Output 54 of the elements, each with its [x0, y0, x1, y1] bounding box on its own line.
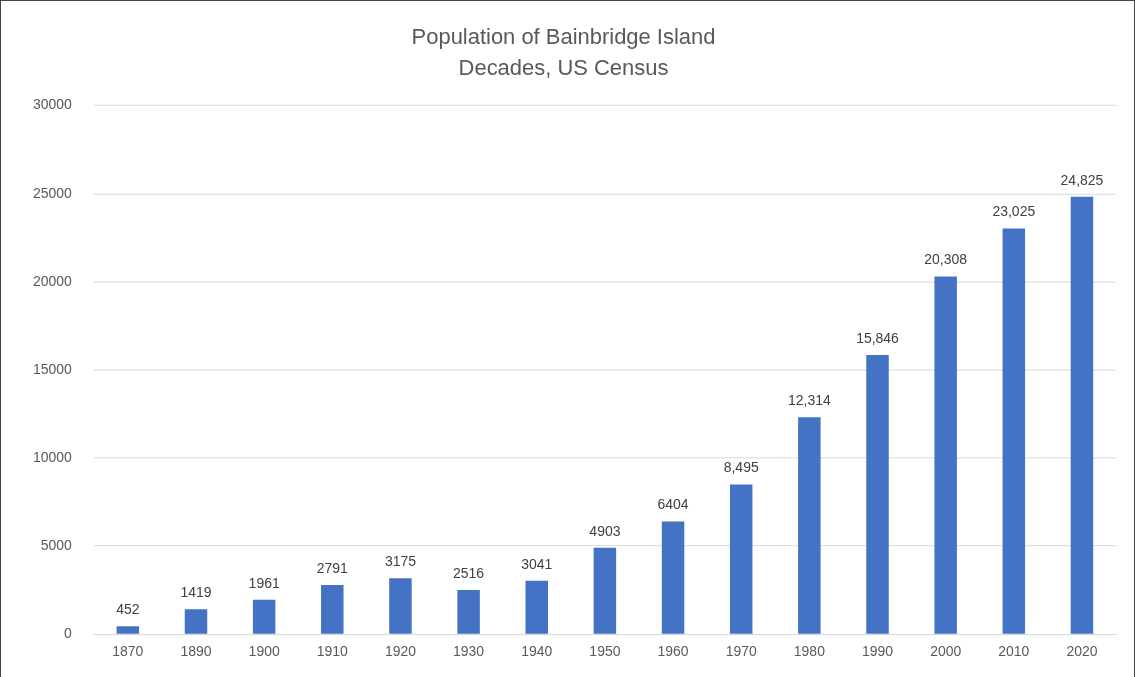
- bar: [252, 599, 276, 634]
- bar: [1002, 228, 1026, 634]
- bar: [729, 484, 753, 634]
- bar: [457, 589, 480, 634]
- data-label: 3041: [521, 555, 553, 572]
- bar: [593, 547, 617, 634]
- x-tick-label: 1900: [248, 643, 280, 660]
- x-tick-label: 1990: [861, 643, 894, 660]
- x-tick-label: 1980: [793, 643, 826, 660]
- bar: [661, 521, 685, 634]
- bar: [934, 276, 957, 634]
- x-tick-label: 1920: [384, 643, 417, 660]
- chart-subtitle: Decades, US Census: [458, 54, 669, 80]
- data-label: 23,025: [992, 203, 1036, 220]
- x-tick-label: 1870: [112, 643, 144, 660]
- x-tick-label: 1940: [521, 643, 553, 660]
- bar: [866, 355, 889, 634]
- x-tick-label: 1910: [316, 643, 349, 660]
- x-tick-label: 1890: [180, 643, 212, 660]
- x-tick-label: 1930: [453, 643, 485, 660]
- x-tick-label: 1970: [725, 643, 757, 660]
- bar: [798, 417, 821, 634]
- bar: [525, 580, 548, 634]
- y-tick-label: 30000: [32, 96, 73, 113]
- data-label: 452: [116, 601, 140, 618]
- y-tick-label: 15000: [32, 360, 73, 377]
- y-tick-label: 5000: [40, 537, 73, 554]
- data-label: 6404: [657, 496, 689, 513]
- chart-title: Population of Bainbridge Island: [411, 24, 716, 50]
- data-label: 4903: [589, 522, 621, 539]
- bar: [116, 626, 140, 634]
- bar: [321, 585, 344, 634]
- bar: [184, 609, 208, 634]
- data-label: 24,825: [1060, 171, 1104, 188]
- bar: [1070, 196, 1094, 634]
- y-tick-label: 20000: [32, 272, 73, 289]
- data-label: 2791: [316, 559, 349, 576]
- data-label: 8,495: [723, 459, 759, 476]
- bar: [389, 578, 412, 634]
- y-tick-label: 10000: [32, 448, 73, 465]
- y-tick-label: 25000: [32, 184, 73, 201]
- data-label: 1961: [248, 574, 280, 591]
- y-tick-label: 0: [64, 625, 73, 642]
- x-tick-label: 2000: [930, 643, 962, 660]
- x-tick-label: 1950: [589, 643, 621, 660]
- data-label: 1419: [180, 584, 212, 601]
- x-tick-label: 2020: [1066, 643, 1098, 660]
- data-label: 12,314: [787, 392, 831, 409]
- data-label: 20,308: [924, 251, 968, 268]
- data-label: 15,846: [856, 329, 900, 346]
- x-tick-label: 1960: [657, 643, 689, 660]
- data-label: 2516: [453, 564, 485, 581]
- data-label: 3175: [384, 553, 417, 570]
- x-tick-label: 2010: [998, 643, 1030, 660]
